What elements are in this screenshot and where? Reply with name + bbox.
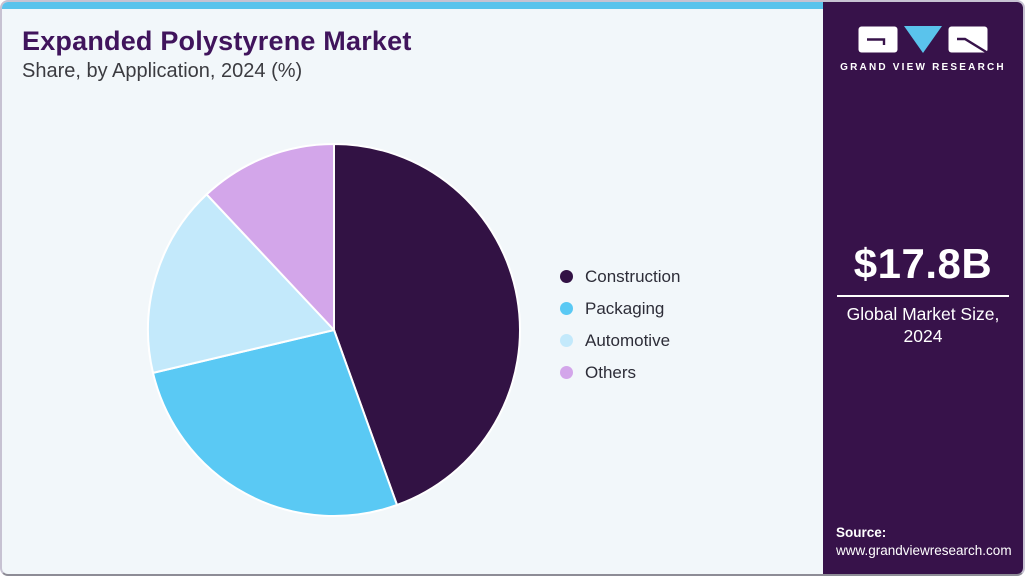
pie-chart xyxy=(146,143,521,517)
brand-logo: GRAND VIEW RESEARCH xyxy=(823,26,1023,73)
legend-swatch-packaging xyxy=(560,302,573,315)
pie-slice-packaging xyxy=(152,329,399,517)
logo-g-glyph-icon xyxy=(858,26,898,53)
legend-swatch-others xyxy=(560,366,573,379)
chart-panel: Expanded Polystyrene Market Share, by Ap… xyxy=(2,2,823,574)
pie-slice-others xyxy=(205,143,335,331)
legend: Construction Packaging Automotive Others xyxy=(560,266,680,383)
top-accent-bar xyxy=(2,2,823,9)
sidebar: GRAND VIEW RESEARCH $17.8B Global Market… xyxy=(823,2,1023,574)
legend-item-others: Others xyxy=(560,362,680,383)
legend-label: Construction xyxy=(585,266,681,286)
source-url[interactable]: www.grandviewresearch.com xyxy=(836,542,1012,558)
page-title: Expanded Polystyrene Market xyxy=(22,26,412,56)
brand-logo-glyphs xyxy=(823,26,1023,53)
legend-swatch-construction xyxy=(560,270,573,283)
logo-r-glyph-icon xyxy=(948,26,988,53)
source-block: Source: www.grandviewresearch.com xyxy=(836,524,1012,560)
market-size-label: Global Market Size, 2024 xyxy=(846,304,1000,346)
logo-v-triangle-icon xyxy=(904,26,942,53)
page-subtitle: Share, by Application, 2024 (%) xyxy=(22,60,303,82)
pie-slice-construction xyxy=(333,143,521,506)
brand-name: GRAND VIEW RESEARCH xyxy=(840,62,1006,73)
market-size-value: $17.8B xyxy=(853,240,993,287)
legend-item-construction: Construction xyxy=(560,266,680,287)
pie-slice-automotive xyxy=(146,193,335,374)
legend-label: Automotive xyxy=(585,330,671,350)
legend-label: Packaging xyxy=(585,298,665,318)
market-size-divider xyxy=(837,295,1009,297)
legend-label: Others xyxy=(585,362,637,382)
legend-item-packaging: Packaging xyxy=(560,298,680,319)
market-size-block: $17.8B Global Market Size, 2024 xyxy=(823,240,1023,348)
legend-swatch-automotive xyxy=(560,334,573,347)
source-label: Source: xyxy=(836,524,887,540)
legend-item-automotive: Automotive xyxy=(560,330,680,351)
